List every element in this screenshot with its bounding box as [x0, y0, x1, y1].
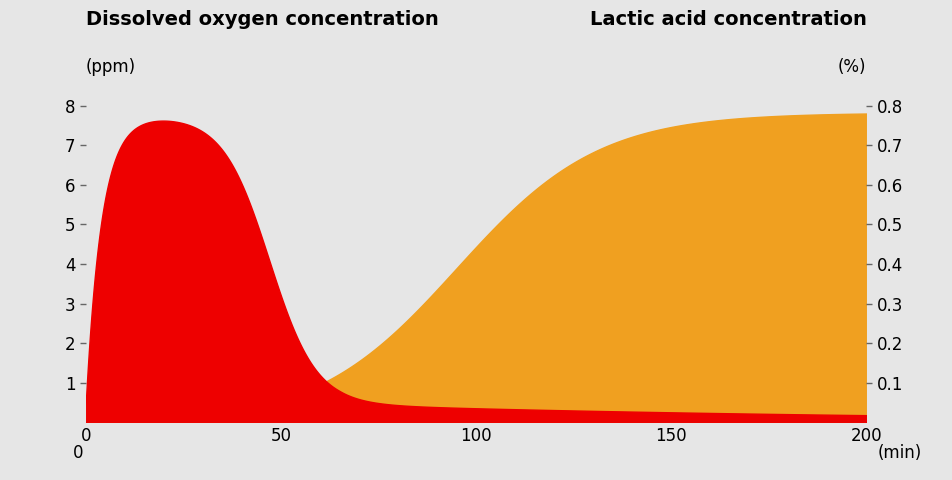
Text: (%): (%) [838, 58, 866, 76]
Text: Dissolved oxygen concentration: Dissolved oxygen concentration [86, 10, 439, 29]
Text: (min): (min) [878, 444, 922, 462]
Text: (ppm): (ppm) [86, 58, 136, 76]
Text: Lactic acid concentration: Lactic acid concentration [590, 10, 867, 29]
Text: 0: 0 [73, 444, 84, 462]
